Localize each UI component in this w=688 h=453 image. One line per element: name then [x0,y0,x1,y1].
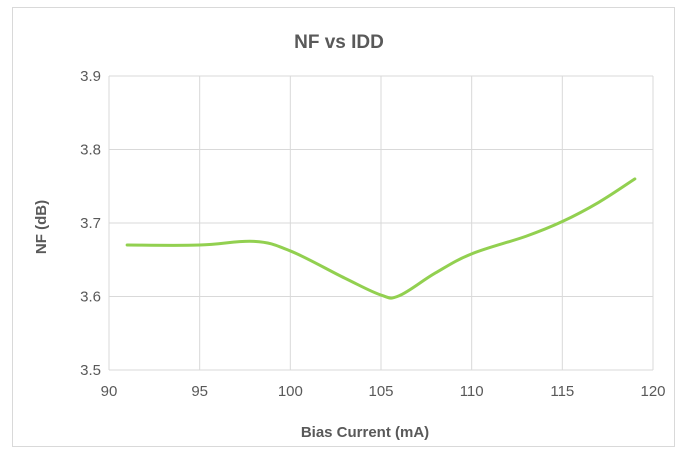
x-tick-label: 105 [368,383,393,400]
grid [109,76,653,370]
x-tick-label: 115 [550,383,574,400]
x-tick-label: 120 [640,383,665,400]
x-tick-label: 110 [460,383,484,400]
y-axis-title: NF (dB) [33,200,50,254]
chart-title: NF vs IDD [294,32,384,53]
y-tick-label: 3.6 [80,289,101,306]
tick-labels: 90 95 100 105 110 115 120 3.5 3.6 3.7 3.8 3.9 [80,68,665,400]
x-axis-title: Bias Current (mA) [301,424,429,441]
x-tick-label: 90 [101,383,118,400]
y-tick-label: 3.5 [80,362,101,379]
chart-svg: NF vs IDD 90 95 100 105 110 115 120 3.5 3.6 3.7 3.… [13,8,676,448]
x-tick-label: 100 [278,383,303,400]
x-tick-label: 95 [191,383,208,400]
y-tick-label: 3.7 [80,215,101,232]
y-tick-label: 3.9 [80,68,101,85]
chart-container: NF vs IDD 90 95 100 105 110 115 120 3.5 3.6 3.7 3.… [12,7,675,447]
y-tick-label: 3.8 [80,142,101,159]
